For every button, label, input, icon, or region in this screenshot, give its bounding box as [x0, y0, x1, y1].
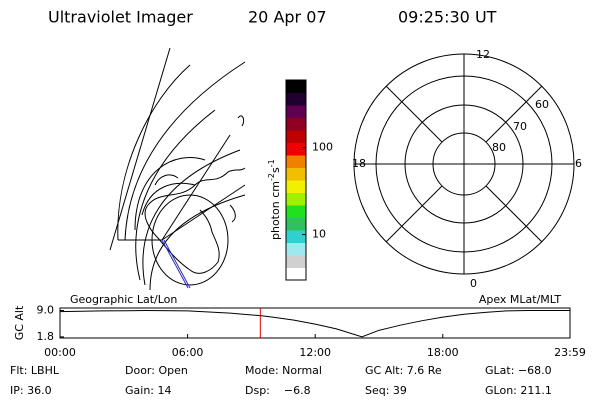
map-label: Geographic Lat/Lon: [70, 293, 177, 306]
mlt-label: 12: [476, 48, 490, 61]
colorbar-swatch: [286, 167, 306, 181]
y-axis-label: GC Alt: [13, 305, 26, 340]
status-field: Dsp: −6.8: [245, 384, 311, 397]
status-field: Flt: LBHL: [10, 364, 60, 377]
exp: -2: [267, 173, 276, 181]
colorbar-frame: [285, 79, 307, 281]
status-field: Gain: 14: [125, 384, 172, 397]
date: 20 Apr 07: [248, 8, 327, 27]
colorbar-swatch: [286, 217, 306, 231]
track: [163, 239, 191, 289]
colorbar-swatch: [286, 255, 306, 268]
y-tick-label: 9.0: [37, 304, 55, 317]
mlat-label: 60: [535, 98, 549, 111]
unit: photon cm: [269, 181, 282, 240]
polar-label: Apex MLat/MLT: [479, 293, 562, 306]
status-field: GC Alt: 7.6 Re: [365, 364, 442, 377]
colorbar-swatch: [286, 142, 306, 156]
colorbar-label: photon cm-2s-1: [267, 159, 283, 240]
mlt-label: 6: [575, 157, 582, 170]
time: 09:25:30 UT: [398, 8, 497, 27]
altitude-line: [59, 310, 570, 338]
x-tick-label: 23:59: [554, 346, 586, 359]
mlt-label: 0: [470, 277, 477, 290]
status-field: IP: 36.0: [10, 384, 52, 397]
colorbar-swatch: [286, 117, 306, 131]
colorbar-swatch: [286, 92, 306, 106]
colorbar-swatch: [286, 192, 306, 206]
status-field: GLon: 211.1: [485, 384, 552, 397]
exp: -1: [267, 159, 276, 167]
colorbar-swatch: [286, 267, 306, 281]
polar-grid: [353, 53, 575, 275]
track: [161, 239, 189, 289]
colorbar-swatch: [286, 130, 306, 143]
colorbar-tick-label: 10: [312, 228, 326, 241]
plot-frame: [59, 307, 571, 339]
x-tick-label: 06:00: [172, 346, 204, 359]
status-field: GLat: −68.0: [485, 364, 552, 377]
colorbar-swatch: [286, 80, 306, 93]
x-tick-label: 12:00: [299, 346, 331, 359]
status-field: Door: Open: [125, 364, 188, 377]
x-tick-label: 00:00: [44, 346, 76, 359]
colorbar-swatch: [286, 205, 306, 218]
instrument: Ultraviolet Imager: [48, 8, 193, 27]
colorbar-swatch: [286, 230, 306, 243]
x-tick-label: 18:00: [427, 346, 459, 359]
colorbar-swatch: [286, 180, 306, 193]
status-field: Mode: Normal: [245, 364, 322, 377]
status-field: Seq: 39: [365, 384, 407, 397]
unit: s: [269, 167, 282, 173]
colorbar-swatch: [286, 242, 306, 256]
mlat-label: 70: [513, 120, 527, 133]
y-tick-label: 1.8: [37, 330, 55, 343]
mlt-label: 18: [352, 157, 366, 170]
geo-map: [109, 47, 246, 291]
colorbar-swatch: [286, 105, 306, 118]
mlat-label: 80: [492, 141, 506, 154]
colorbar-tick-label: 100: [312, 141, 333, 154]
colorbar-swatch: [286, 155, 306, 168]
